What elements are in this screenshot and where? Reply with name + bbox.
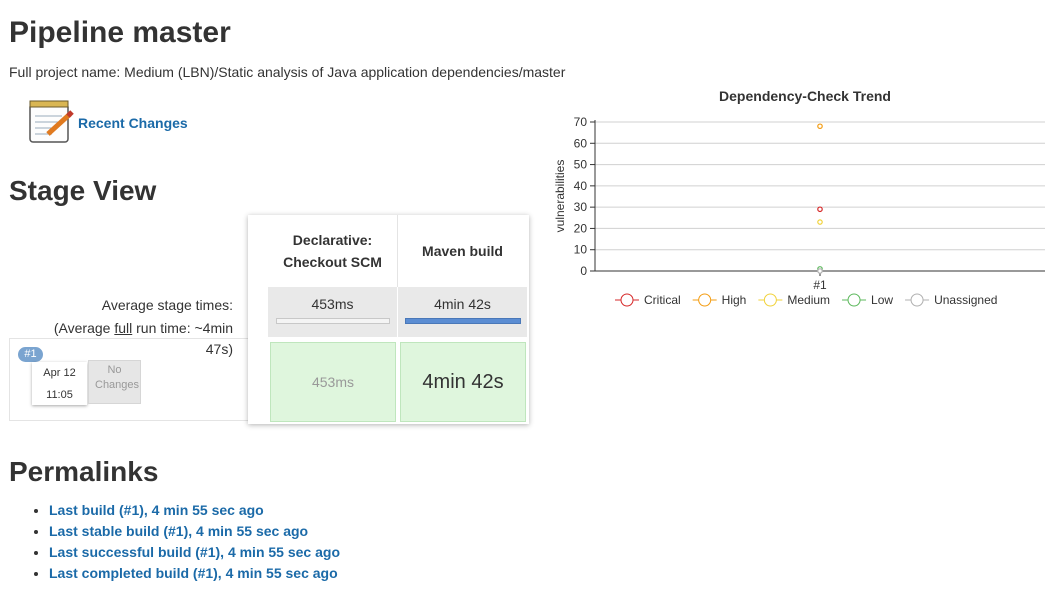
permalink-item: Last completed build (#1), 4 min 55 sec …: [49, 563, 340, 584]
x-tick-label: #1: [813, 278, 827, 292]
permalink-item: Last build (#1), 4 min 55 sec ago: [49, 500, 340, 521]
legend-marker: [698, 293, 712, 307]
no-changes: No Changes: [88, 360, 141, 404]
build-badge[interactable]: #1: [18, 347, 43, 362]
legend-marker: [620, 293, 634, 307]
full-link[interactable]: full: [114, 320, 133, 336]
permalink-item: Last successful build (#1), 4 min 55 sec…: [49, 542, 340, 563]
chart-title: Dependency-Check Trend: [719, 88, 891, 104]
legend-label: Medium: [787, 293, 830, 307]
stage-view-title: Stage View: [9, 175, 157, 206]
stage-average-text: 4min 42s: [434, 296, 491, 312]
average-run-time: (Average full run time: ~4min 47s): [33, 318, 233, 360]
stage-gutter: [248, 215, 269, 287]
permalink[interactable]: Last successful build (#1), 4 min 55 sec…: [49, 544, 340, 560]
y-tick-label: 0: [580, 264, 587, 278]
legend-label: Unassigned: [934, 293, 997, 307]
stage-average-text: 453ms: [311, 296, 354, 312]
stage-header: Declarative: Checkout SCM: [268, 215, 398, 287]
stage-cell[interactable]: 453ms: [270, 342, 396, 422]
average-run-after: run time: ~4min 47s): [136, 320, 233, 357]
average-run-before: (Average: [53, 320, 111, 336]
stage-progress: [275, 318, 390, 324]
data-point: [817, 123, 823, 130]
permalink[interactable]: Last build (#1), 4 min 55 sec ago: [49, 502, 264, 518]
y-tick-label: 60: [574, 136, 588, 150]
legend-label: High: [722, 293, 747, 307]
full-project-name: Full project name: Medium (LBN)/Static a…: [9, 64, 566, 80]
data-point: [817, 268, 823, 274]
recent-changes-link[interactable]: Recent Changes: [78, 115, 188, 131]
permalinks-list: Last build (#1), 4 min 55 sec ago Last s…: [9, 500, 340, 584]
y-tick-label: 20: [574, 221, 588, 235]
legend-label: Low: [871, 293, 893, 307]
data-point: [817, 206, 823, 213]
stage-cell[interactable]: 4min 42s: [400, 342, 526, 422]
average-stage-times: Average stage times:: [101, 297, 233, 313]
y-axis-label: vulnerabilities: [553, 160, 567, 233]
data-point: [817, 219, 823, 225]
legend-marker: [847, 293, 861, 307]
stage-average: 453ms: [268, 287, 398, 337]
trend-chart: Dependency-Check Trend vulnerabilities 0…: [553, 88, 1045, 307]
stage-progress: [404, 318, 521, 324]
y-tick-label: 10: [574, 243, 588, 257]
stage-header: Maven build: [398, 215, 527, 287]
build-time: 11:05: [46, 389, 73, 401]
build-date: Apr 12: [43, 367, 76, 379]
y-tick-label: 30: [574, 200, 588, 214]
y-tick-label: 40: [574, 179, 588, 193]
build-row: [9, 338, 248, 421]
permalink[interactable]: Last completed build (#1), 4 min 55 sec …: [49, 565, 338, 581]
page-title: Pipeline master: [9, 16, 231, 49]
legend-marker: [763, 293, 777, 307]
y-tick-label: 70: [574, 115, 588, 129]
y-tick-label: 50: [574, 158, 588, 172]
permalink[interactable]: Last stable build (#1), 4 min 55 sec ago: [49, 523, 309, 539]
legend-marker: [910, 293, 924, 307]
build-date-card[interactable]: Apr 12 11:05: [32, 362, 87, 405]
recent-changes-icon: [29, 100, 74, 143]
permalinks-title: Permalinks: [9, 456, 159, 487]
stage-average: 4min 42s: [398, 287, 528, 337]
stage-table: Declarative: Checkout SCM Maven build 45…: [248, 215, 529, 424]
legend-label: Critical: [644, 293, 681, 307]
permalink-item: Last stable build (#1), 4 min 55 sec ago: [49, 521, 340, 542]
